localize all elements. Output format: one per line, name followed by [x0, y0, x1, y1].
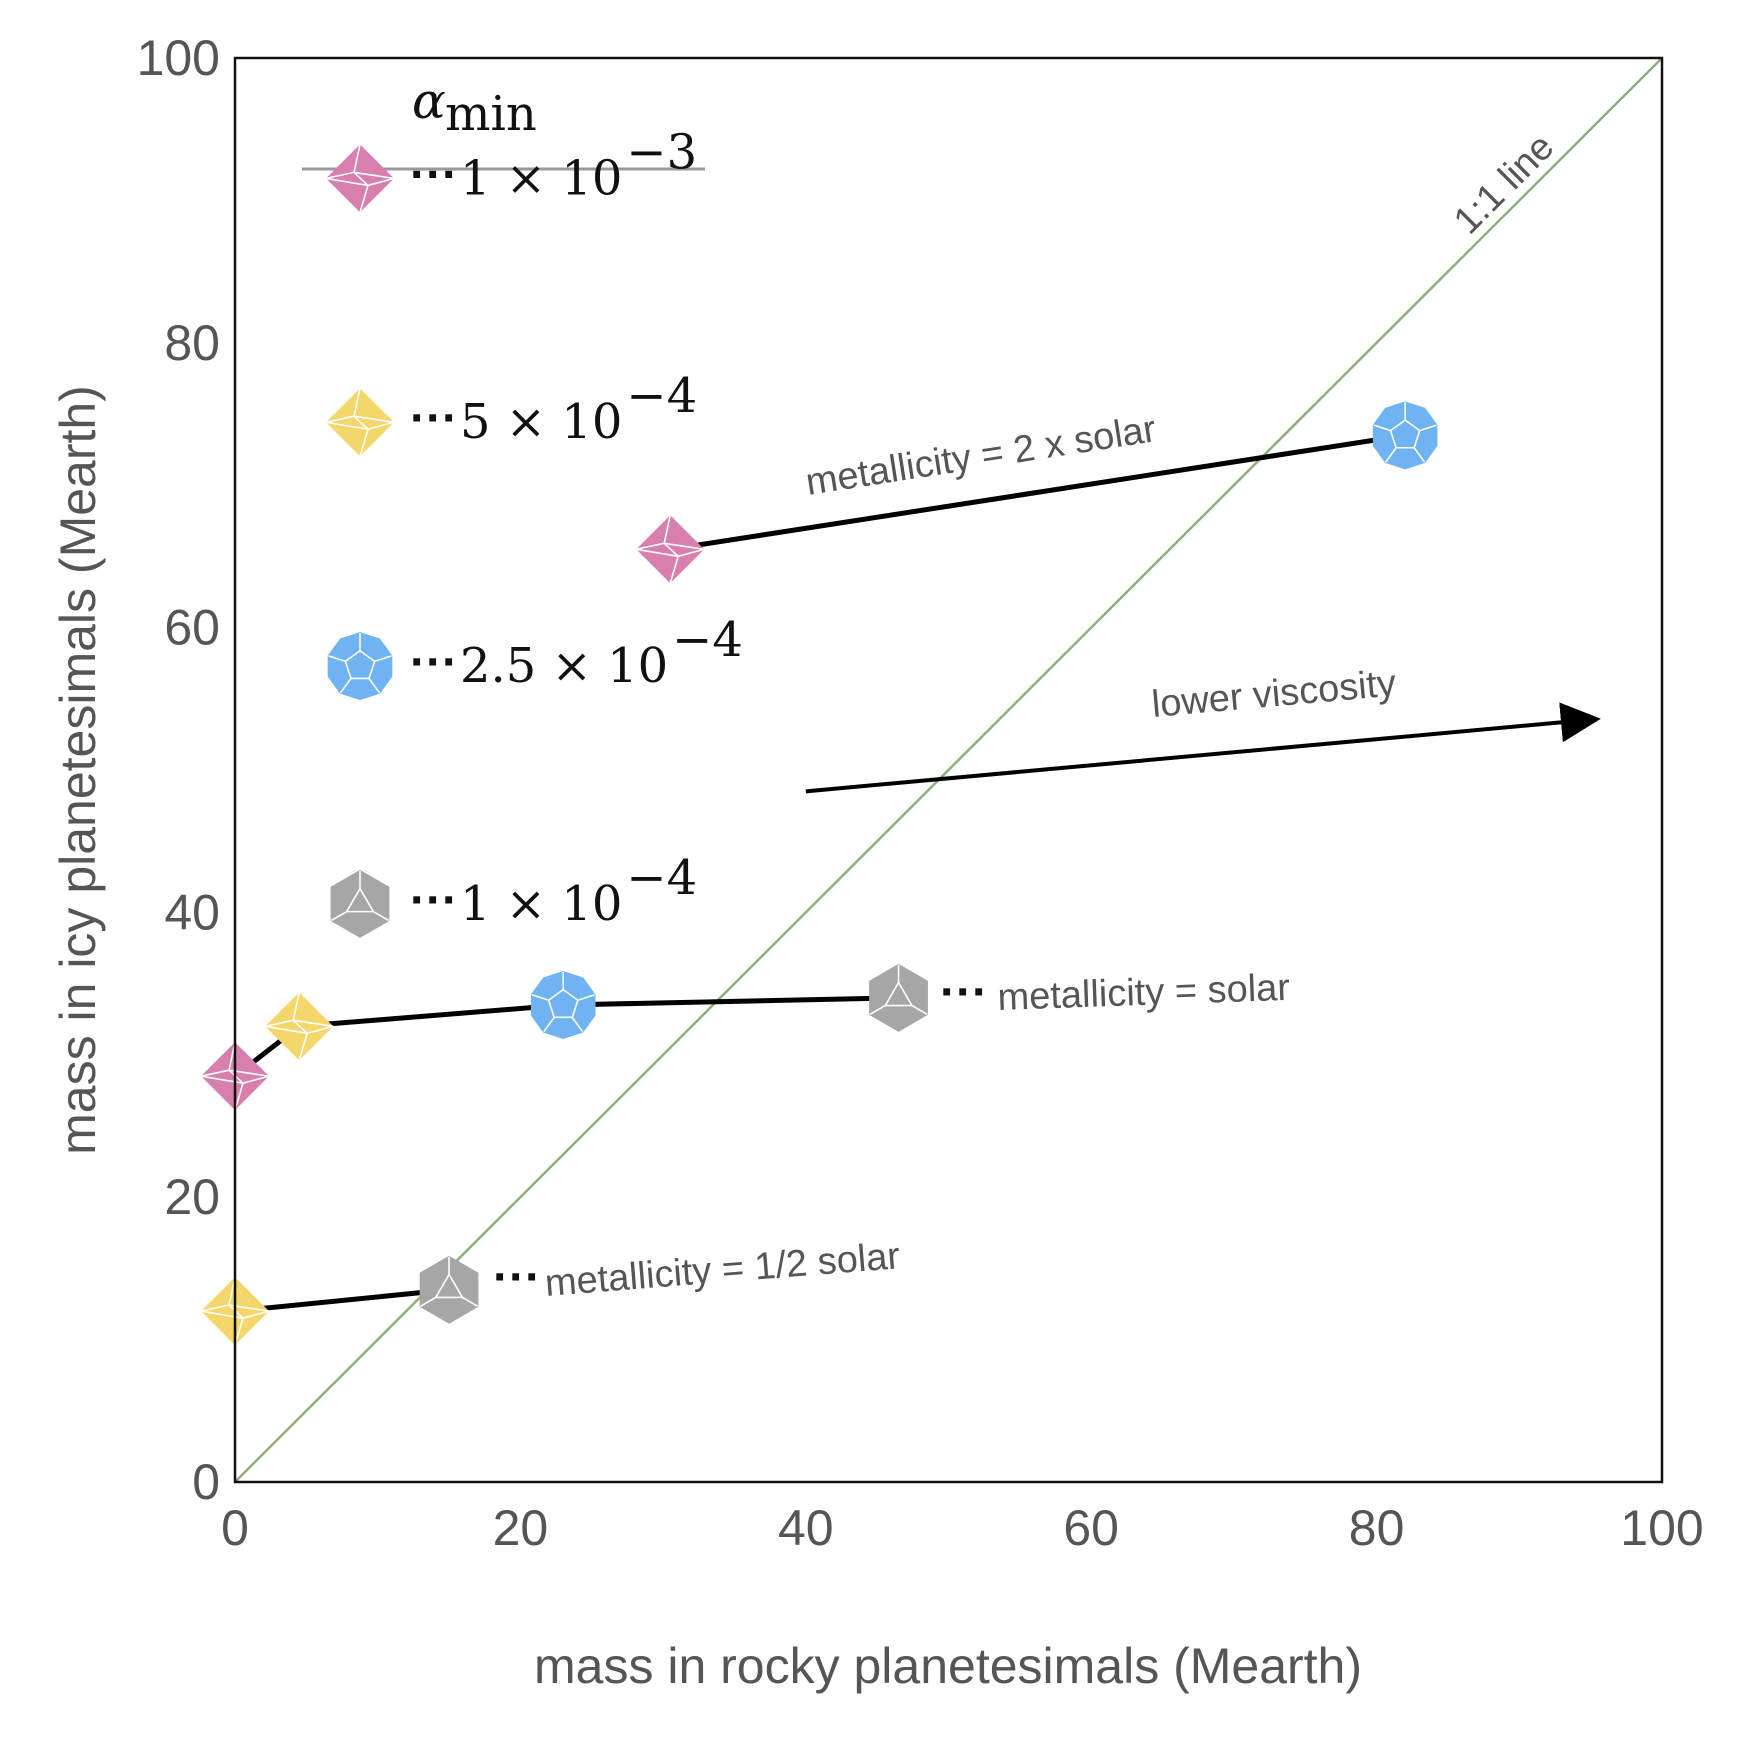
- legend-exponent: −4: [626, 850, 697, 906]
- y-tick-label: 80: [164, 315, 220, 371]
- legend-marker: [325, 144, 395, 213]
- y-tick-label: 0: [192, 1454, 220, 1510]
- one-to-one-label: 1:1 line: [1446, 126, 1562, 242]
- series-line: [233, 995, 899, 1079]
- legend-title-subscript: min: [445, 86, 537, 142]
- x-tick-label: 100: [1620, 1500, 1703, 1556]
- solar-dots: ···: [940, 966, 988, 1019]
- legend-label: 2.5 × 10: [460, 638, 668, 694]
- legend-label: 1 × 10: [460, 876, 622, 932]
- legend-label: 1 × 10: [460, 150, 622, 206]
- x-tick-label: 60: [1063, 1500, 1119, 1556]
- legend-exponent: −4: [672, 612, 743, 668]
- one-to-one-line: [234, 57, 1663, 1483]
- y-axis-title: mass in icy planetesimals (Mearth): [50, 385, 106, 1155]
- x-tick-label: 0: [221, 1500, 249, 1556]
- data-point: [1372, 401, 1438, 470]
- metallicity-solar-label: metallicity = solar: [997, 967, 1291, 1019]
- lower-viscosity-arrow: [805, 702, 1601, 794]
- data-point: [869, 963, 928, 1032]
- y-tick-label: 60: [164, 600, 220, 656]
- legend-dots: ···: [410, 392, 458, 445]
- x-axis-title: mass in rocky planetesimals (Mearth): [534, 1638, 1362, 1694]
- legend-marker: [330, 869, 390, 938]
- legend-label: 5 × 10: [460, 394, 622, 450]
- plot-frame: [233, 56, 1664, 1484]
- legend-dots: ···: [410, 636, 458, 689]
- legend-dots: ···: [410, 148, 458, 201]
- x-tick-label: 40: [778, 1500, 834, 1556]
- series-line: [669, 432, 1406, 552]
- data-point: [265, 992, 334, 1061]
- y-tick-label: 40: [164, 884, 220, 940]
- data-point: [419, 1255, 479, 1324]
- legend-exponent: −4: [626, 368, 697, 424]
- data-point: [530, 970, 596, 1039]
- x-tick-label: 80: [1349, 1500, 1405, 1556]
- legend-dots: ···: [410, 874, 458, 927]
- legend-title: α: [412, 72, 446, 130]
- legend-marker: [327, 632, 393, 701]
- legend-exponent: −3: [626, 124, 697, 180]
- lower-viscosity-label: lower viscosity: [1150, 662, 1398, 726]
- legend-marker: [325, 388, 395, 457]
- x-tick-label: 20: [493, 1500, 549, 1556]
- metallicity-half-solar-label: metallicity = 1/2 solar: [543, 1235, 901, 1305]
- series-line: [234, 1287, 450, 1314]
- metallicity-2x-label: metallicity = 2 x solar: [803, 408, 1159, 504]
- y-tick-label: 20: [164, 1169, 220, 1225]
- y-tick-label: 100: [137, 30, 220, 86]
- half-solar-dots: ···: [493, 1251, 541, 1304]
- data-point: [636, 515, 705, 584]
